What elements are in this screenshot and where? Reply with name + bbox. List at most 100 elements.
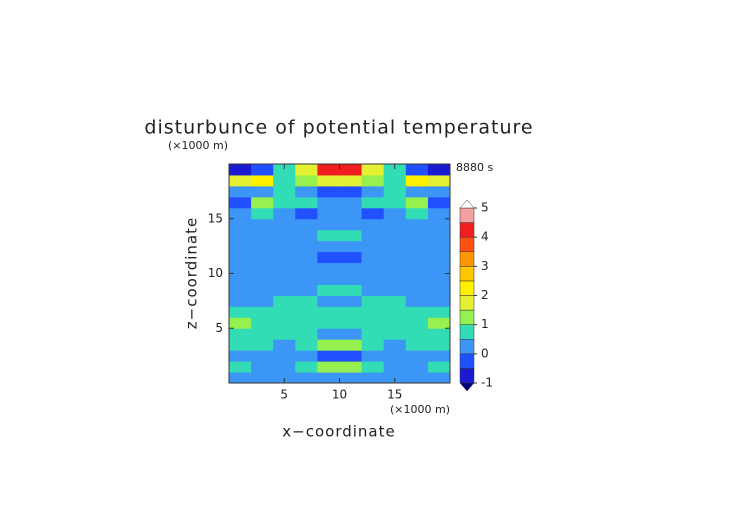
- contour-cell: [229, 295, 252, 307]
- contour-cell: [383, 240, 407, 253]
- contour-cell: [427, 284, 451, 296]
- contour-cell: [361, 350, 385, 362]
- contour-cell: [317, 361, 340, 373]
- contour-cell: [295, 174, 318, 187]
- contour-cell: [427, 328, 451, 340]
- contour-cell: [361, 207, 385, 220]
- colorbar-tick-label: 1: [481, 317, 489, 331]
- contour-cell: [339, 372, 363, 384]
- contour-cell: [427, 372, 451, 384]
- contour-cell: [361, 218, 385, 231]
- colorbar-tick-label: -1: [481, 376, 493, 390]
- contour-cell: [251, 372, 274, 384]
- colorbar-segment: [459, 266, 475, 282]
- contour-cell: [361, 306, 385, 318]
- contour-cell: [295, 361, 318, 373]
- contour-cell: [295, 240, 318, 253]
- contour-cell: [427, 273, 451, 285]
- contour-cell: [229, 251, 252, 264]
- contour-cell: [229, 339, 252, 351]
- chart-title: disturbunce of potential temperature: [144, 117, 533, 139]
- contour-cell: [339, 273, 363, 285]
- contour-cell: [317, 317, 340, 329]
- contour-cell: [361, 273, 385, 285]
- contour-cell: [273, 273, 296, 285]
- contour-cell: [383, 372, 407, 384]
- contour-cell: [383, 196, 407, 209]
- contour-cell: [427, 251, 451, 264]
- colorbar-under: [459, 382, 475, 392]
- contour-cell: [339, 361, 363, 373]
- contour-cell: [405, 328, 429, 340]
- contour-cell: [251, 240, 274, 253]
- y-tick-label: 15: [208, 211, 223, 225]
- contour-cell: [427, 229, 451, 242]
- contour-cell: [295, 317, 318, 329]
- contour-cell: [339, 306, 363, 318]
- contour-cell: [361, 372, 385, 384]
- y-tick-label: 5: [215, 321, 223, 335]
- contour-cell: [295, 185, 318, 198]
- contour-cell: [383, 328, 407, 340]
- contour-cell: [339, 328, 363, 340]
- contour-cell: [405, 306, 429, 318]
- contour-cell: [339, 218, 363, 231]
- colorbar-tick-label: 3: [481, 259, 489, 273]
- contour-cell: [273, 185, 296, 198]
- colorbar-segment: [459, 324, 475, 340]
- contour-cell: [405, 251, 429, 264]
- contour-cell: [317, 350, 340, 362]
- contour-cell: [229, 350, 252, 362]
- colorbar-segment: [459, 295, 475, 311]
- contour-cell: [361, 284, 385, 296]
- contour-cell: [405, 339, 429, 351]
- contour-cell: [229, 229, 252, 242]
- contour-cell: [273, 262, 296, 274]
- contour-cell: [317, 339, 340, 351]
- contour-cell: [317, 295, 340, 307]
- contour-cell: [273, 251, 296, 264]
- contour-cell: [427, 262, 451, 274]
- contour-cell: [361, 174, 385, 187]
- contour-cell: [273, 284, 296, 296]
- contour-cell: [295, 207, 318, 220]
- contour-cell: [273, 174, 296, 187]
- contour-cell: [317, 229, 340, 242]
- contour-cell: [361, 196, 385, 209]
- contour-cell: [273, 350, 296, 362]
- contour-cell: [273, 306, 296, 318]
- contour-cell: [339, 317, 363, 329]
- contour-cell: [383, 339, 407, 351]
- contour-cell: [229, 372, 252, 384]
- contour-cell: [273, 339, 296, 351]
- contour-cell: [273, 317, 296, 329]
- contour-cell: [251, 218, 274, 231]
- contour-cell: [317, 328, 340, 340]
- contour-cell: [427, 350, 451, 362]
- contour-cell: [361, 251, 385, 264]
- contour-cell: [251, 295, 274, 307]
- x-tick-label: 15: [387, 388, 402, 402]
- contour-cell: [229, 317, 252, 329]
- contour-cell: [273, 164, 296, 176]
- contour-cell: [295, 284, 318, 296]
- contour-cell: [383, 273, 407, 285]
- contour-cell: [229, 185, 252, 198]
- contour-cell: [251, 196, 274, 209]
- contour-cell: [229, 240, 252, 253]
- colorbar-segment: [459, 251, 475, 267]
- contour-cell: [361, 229, 385, 242]
- contour-cell: [295, 262, 318, 274]
- contour-cell: [383, 284, 407, 296]
- contour-cell: [383, 164, 407, 176]
- contour-cell: [427, 174, 451, 187]
- contour-cell: [383, 218, 407, 231]
- x-unit: (×1000 m): [390, 403, 450, 416]
- time-label: 8880 s: [456, 161, 493, 174]
- contour-cell: [229, 284, 252, 296]
- contour-cell: [361, 240, 385, 253]
- colorbar-segment: [459, 236, 475, 253]
- x-axis-label: x−coordinate: [282, 423, 395, 441]
- contour-cell: [405, 174, 429, 187]
